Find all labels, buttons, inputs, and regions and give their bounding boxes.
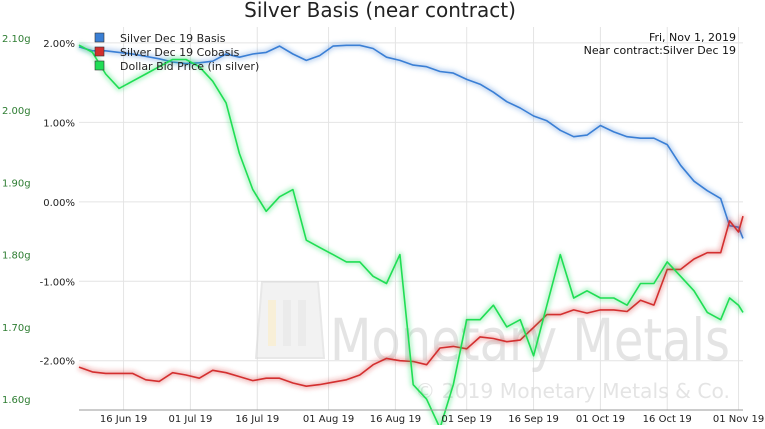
legend-swatch (94, 46, 105, 57)
x-tick-label: 16 Oct 19 (643, 414, 692, 425)
x-tick-label: 01 Nov 19 (713, 414, 764, 425)
x-tick-label: 16 Sep 19 (508, 414, 559, 425)
axes: 16 Jun 19 01 Jul 19 16 Jul 19 01 Aug 19 16 A… (2, 34, 764, 425)
legend-label: Silver Dec 19 Basis (120, 32, 226, 45)
right-axis-tick-label: 2.00% (43, 39, 75, 50)
x-tick-label: 16 Jul 19 (235, 414, 279, 425)
legend-label: Dollar Bid Price (in silver) (120, 60, 259, 73)
near-contract-label: Near contract:Silver Dec 19 (584, 44, 736, 57)
date-label: Fri, Nov 1, 2019 (649, 31, 736, 44)
chart-title: Silver Basis (near contract) (244, 0, 516, 22)
right-axis-tick-label: 0.00% (43, 198, 75, 209)
x-tick-label: 01 Aug 19 (303, 414, 354, 425)
left-axis-tick-label: 2.00g (2, 106, 31, 117)
left-axis-tick-label: 1.60g (2, 395, 31, 406)
watermark-copyright: © 2019 Monetary Metals & Co. (415, 379, 730, 403)
legend-swatch (94, 32, 105, 43)
x-tick-label: 01 Jul 19 (168, 414, 212, 425)
right-axis-tick-label: -2.00% (40, 357, 75, 368)
x-tick-label: 01 Oct 19 (576, 414, 625, 425)
legend-label: Silver Dec 19 Cobasis (120, 46, 240, 59)
x-tick-label: 01 Sep 19 (441, 414, 492, 425)
watermark-logo-icon (254, 281, 326, 359)
left-axis-tick-label: 2.10g (2, 34, 31, 45)
series-line-2 (78, 44, 744, 429)
left-axis-tick-label: 1.70g (2, 323, 31, 334)
right-axis-tick-label: -1.00% (40, 277, 75, 288)
left-axis-tick-label: 1.90g (2, 178, 31, 189)
series-line-1 (78, 215, 744, 388)
right-axis-tick-label: 1.00% (43, 118, 75, 129)
x-tick-label: 16 Jun 19 (100, 414, 147, 425)
left-axis-tick-label: 1.80g (2, 251, 31, 262)
series-layer (77, 42, 746, 429)
x-tick-label: 16 Aug 19 (370, 414, 421, 425)
legend-swatch (94, 60, 105, 71)
